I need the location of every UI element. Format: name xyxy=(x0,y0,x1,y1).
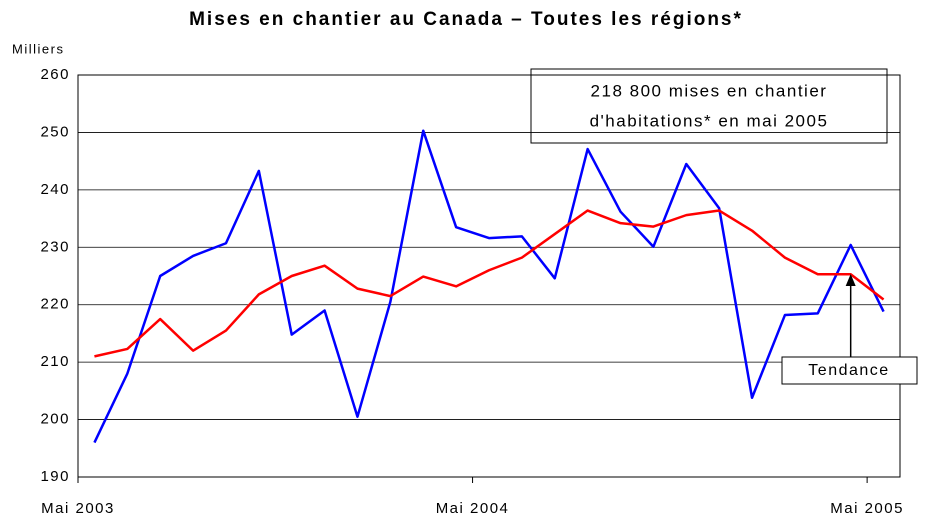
y-tick-label: 190 xyxy=(40,468,70,485)
y-tick-label: 220 xyxy=(40,296,70,313)
chart-title: Mises en chantier au Canada – Toutes les… xyxy=(189,9,743,30)
y-tick-label: 260 xyxy=(40,66,70,83)
y-tick-label: 210 xyxy=(40,353,70,370)
y-tick-label: 200 xyxy=(40,411,70,428)
annotation: Tendance xyxy=(808,362,889,379)
plot-frame xyxy=(77,74,901,478)
annotation-box xyxy=(781,356,918,385)
annotation: 218 800 mises en chantier xyxy=(591,81,828,100)
y-tick-label: 230 xyxy=(40,238,70,255)
x-tick-label: Mai 2005 xyxy=(830,500,904,517)
y-tick-label: 240 xyxy=(40,181,70,198)
line xyxy=(93,129,885,444)
y-axis-label: Milliers xyxy=(12,41,64,56)
x-tick-label: Mai 2004 xyxy=(436,500,510,517)
y-tick-label: 250 xyxy=(40,123,70,140)
arrow-head xyxy=(845,274,856,286)
x-tick-label: Mai 2003 xyxy=(41,500,115,517)
annotation: d'habitations* en mai 2005 xyxy=(590,111,829,130)
annotation-box xyxy=(530,68,888,144)
line xyxy=(94,209,885,358)
